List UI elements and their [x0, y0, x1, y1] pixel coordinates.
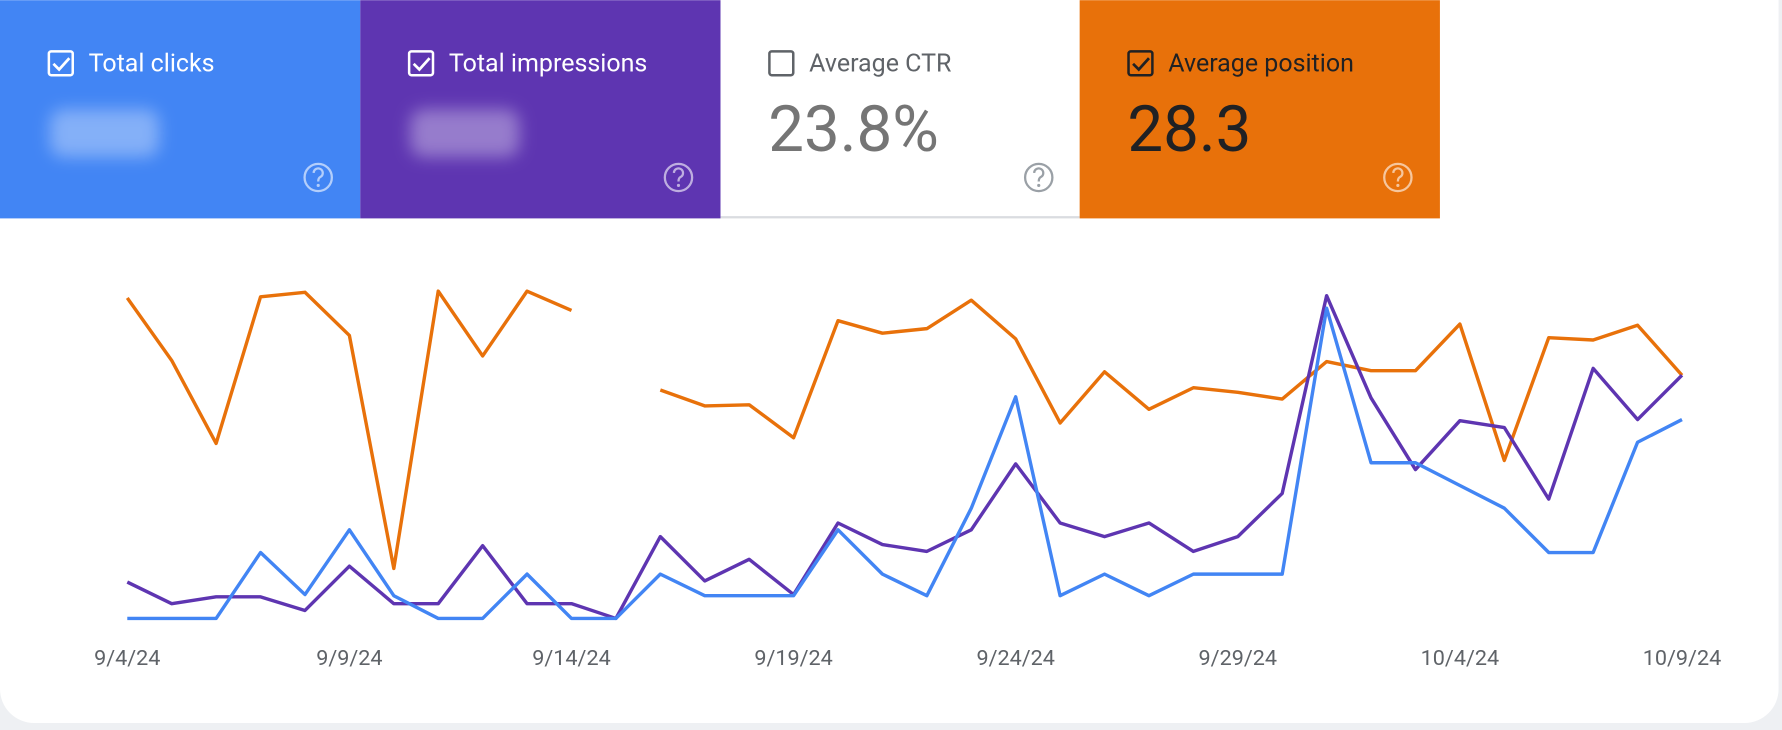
plot: 9/4/24 9/9/24 9/14/24 9/19/24 9/24/24 9/29/24…: [94, 289, 1721, 671]
x-tick-label: 9/14/24: [532, 646, 610, 671]
x-tick-label: 9/9/24: [316, 646, 382, 671]
checkbox[interactable]: [768, 50, 795, 77]
x-tick-label: 10/9/24: [1643, 646, 1721, 671]
help-icon-mark: [1033, 167, 1045, 182]
x-tick-label: 9/4/24: [94, 646, 160, 671]
checkbox[interactable]: [47, 50, 74, 77]
metric-card[interactable]: Average CTR 23.8%: [720, 0, 1081, 219]
help-icon-mark: [312, 167, 324, 182]
help-icon[interactable]: [1023, 162, 1054, 193]
help-icon[interactable]: [303, 162, 333, 193]
hidden-value: [50, 109, 160, 158]
help-icon-dot: [316, 183, 320, 188]
card-background: [360, 0, 721, 219]
card-value: 23.8%: [768, 92, 939, 167]
card-value: 28.3: [1127, 92, 1251, 167]
card-bottom-border: [720, 216, 1080, 219]
series-line: [126, 293, 1684, 621]
x-tick-label: 10/4/24: [1421, 646, 1499, 671]
metric-cards: Total clicks Total impressions Average CTR…: [0, 0, 1440, 219]
help-icon[interactable]: [1383, 162, 1413, 193]
checkbox[interactable]: [407, 50, 435, 77]
card-label: Average CTR: [809, 50, 951, 79]
series-line: [127, 306, 1683, 621]
x-tick-label: 9/19/24: [754, 646, 832, 671]
card-background: [720, 0, 1081, 219]
card-background: [0, 0, 361, 219]
x-tick-label: 9/29/24: [1199, 646, 1277, 671]
card-label: Total clicks: [89, 50, 215, 79]
checkmark: [52, 57, 71, 72]
card-label: Total impressions: [449, 50, 647, 79]
metric-card[interactable]: Average position 28.3: [1079, 0, 1440, 219]
checkmark: [412, 57, 431, 72]
x-tick-label: 9/24/24: [976, 646, 1054, 671]
help-icon-dot: [1037, 183, 1041, 188]
help-icon-dot: [1396, 183, 1400, 188]
checkbox[interactable]: [1127, 50, 1154, 77]
hidden-value: [410, 109, 520, 158]
help-icon-mark: [1392, 167, 1404, 182]
help-icon[interactable]: [663, 162, 694, 193]
checkmark: [1132, 57, 1150, 72]
metric-card[interactable]: Total impressions: [360, 0, 721, 219]
metric-card[interactable]: Total clicks: [0, 0, 361, 219]
card-label: Average position: [1168, 50, 1354, 79]
card-background: [1079, 0, 1440, 219]
help-icon-dot: [676, 183, 681, 188]
help-icon-mark: [672, 167, 685, 182]
